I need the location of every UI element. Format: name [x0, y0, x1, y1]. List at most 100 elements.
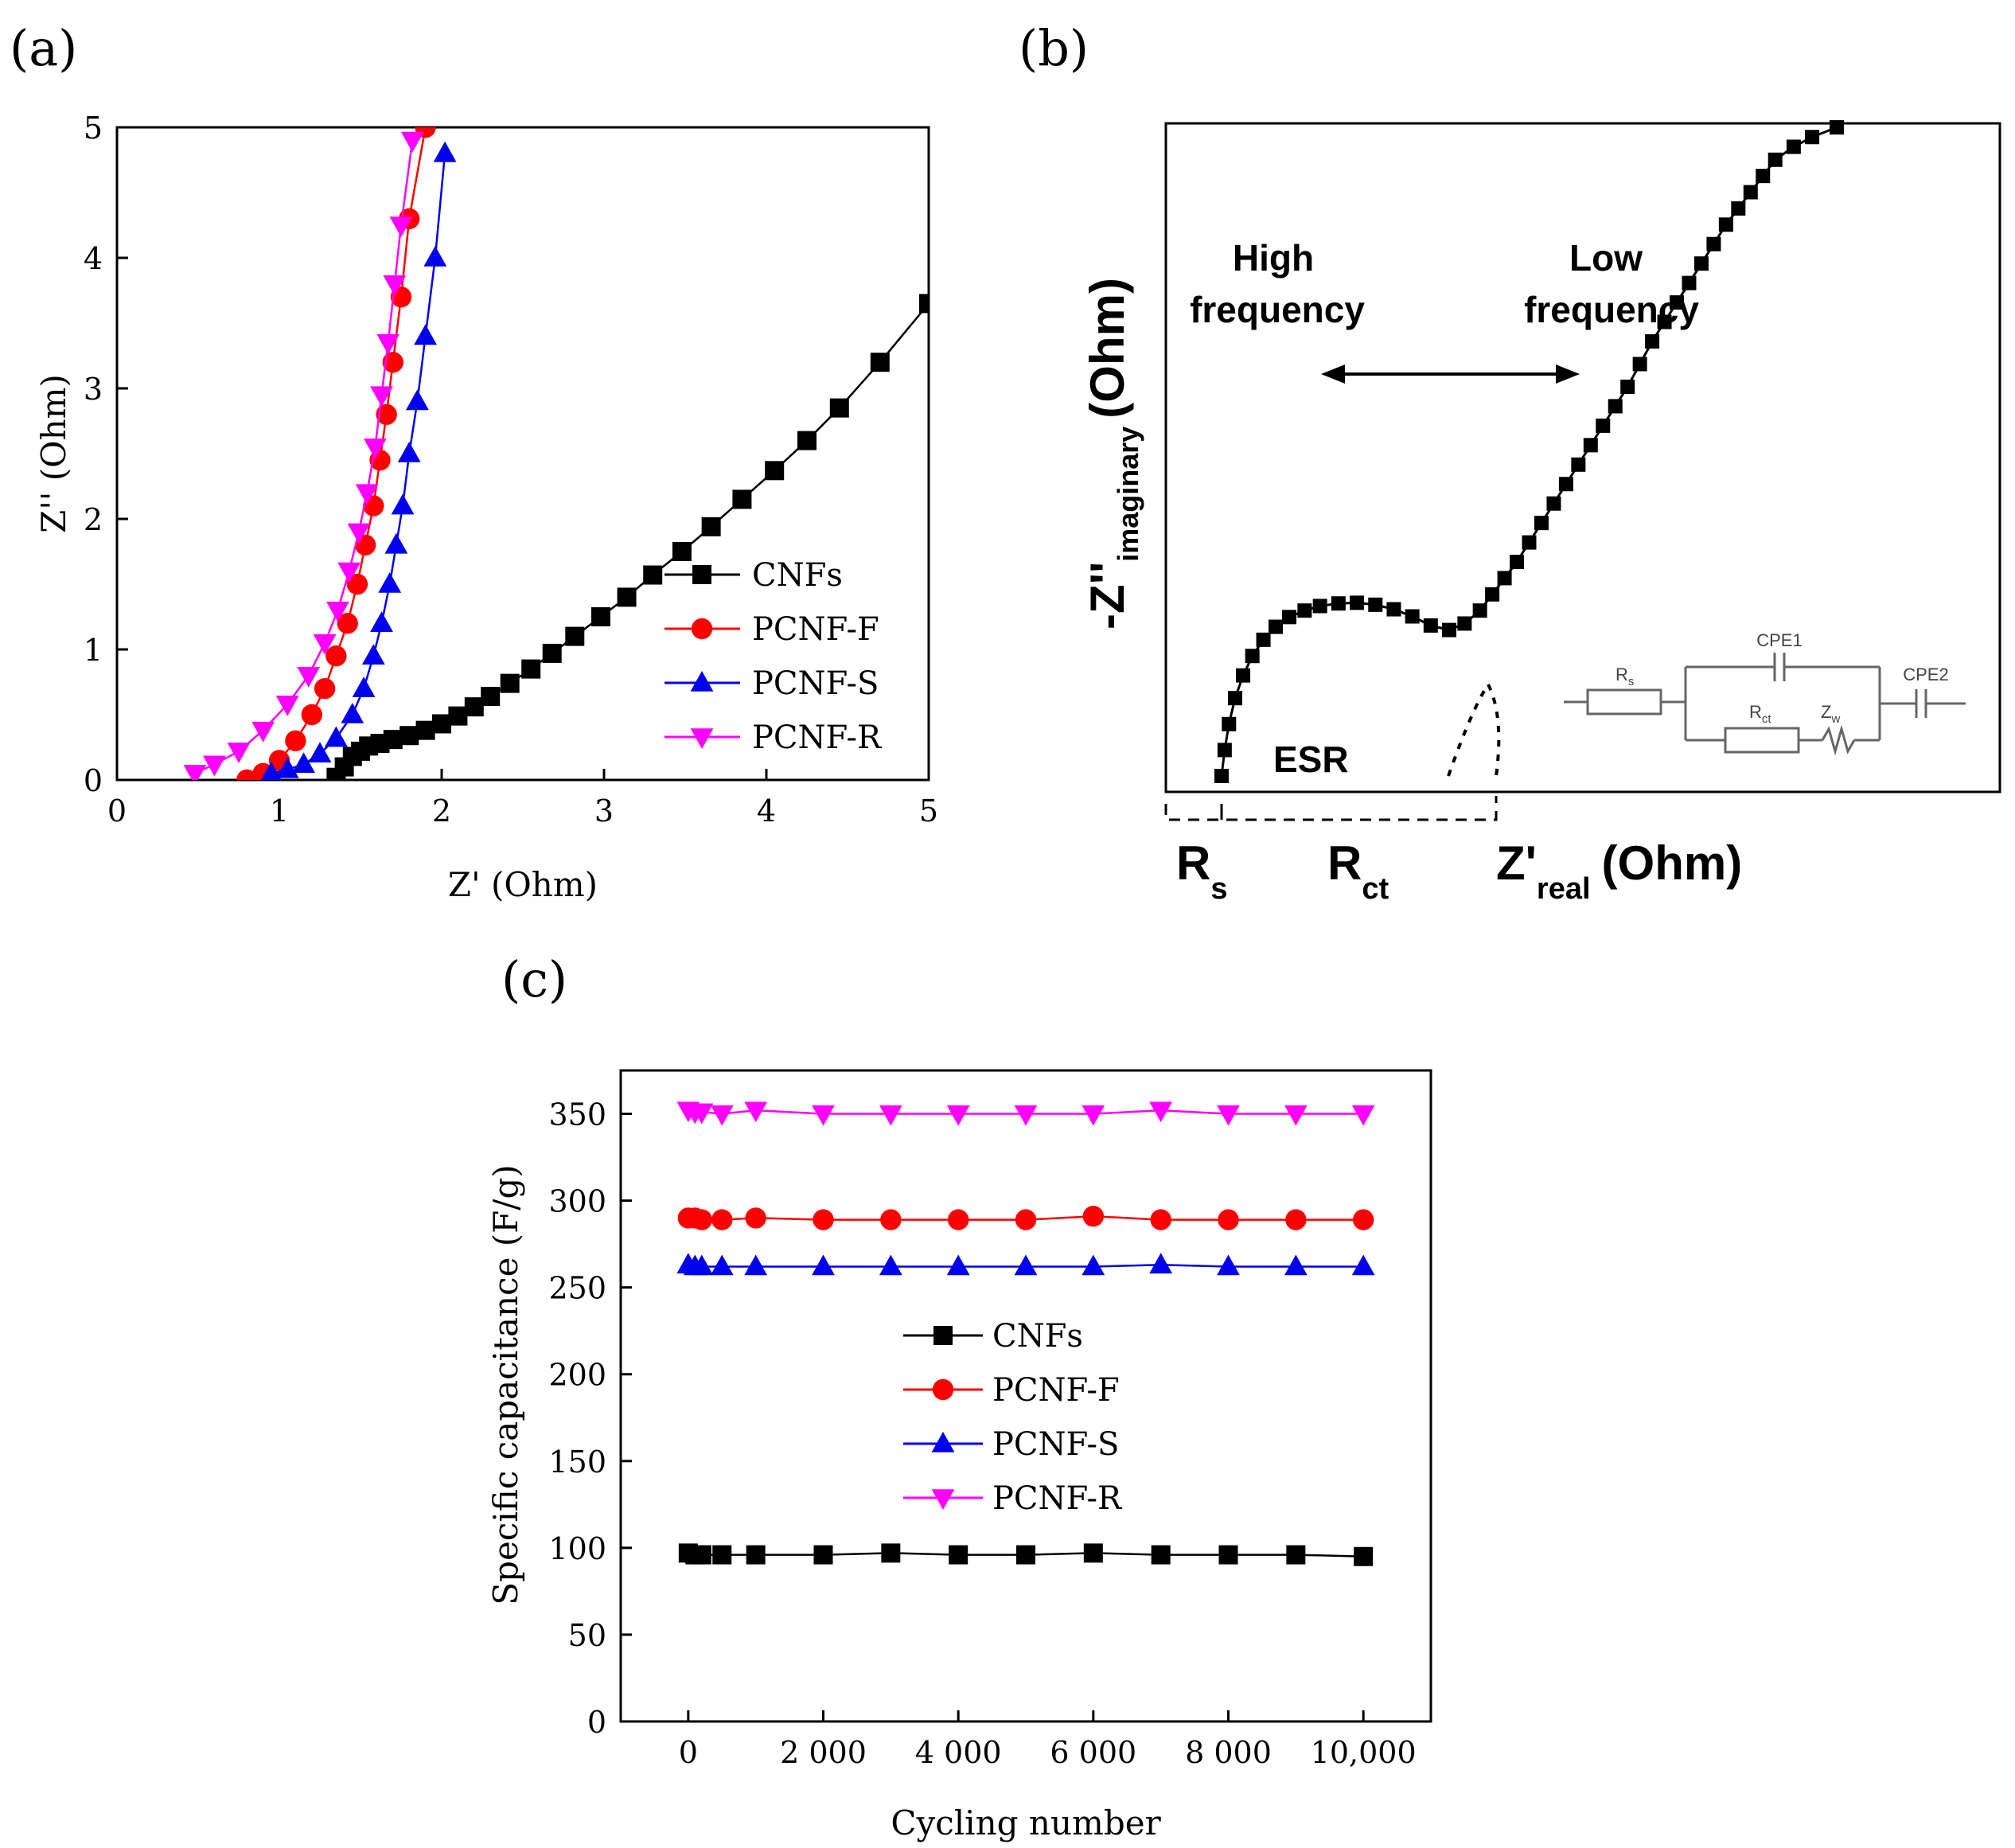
- data-point-PCNF-S: [384, 532, 408, 554]
- data-point-PCNF-R: [337, 562, 361, 583]
- nyquist-point: [1768, 152, 1783, 167]
- panel-label-b: (b): [1019, 19, 1089, 77]
- data-point-PCNF-F: [236, 769, 258, 780]
- panel-c-xtick-label: 0: [679, 1735, 698, 1770]
- nyquist-point: [1731, 201, 1746, 216]
- data-point-CNFs: [797, 431, 817, 450]
- data-point-PCNF-S: [378, 572, 402, 593]
- data-point-PCNF-S: [391, 493, 415, 515]
- data-point-PCNF-F: [337, 613, 358, 634]
- data-point-CNFs: [692, 1545, 711, 1565]
- data-point-PCNF-R: [1351, 1105, 1375, 1126]
- data-point-PCNF-S: [292, 752, 315, 774]
- legend-marker-PCNF-S: [690, 671, 714, 692]
- nyquist-point: [1786, 139, 1801, 154]
- nyquist-point: [1405, 609, 1420, 624]
- data-point-PCNF-S: [1217, 1254, 1240, 1276]
- nyquist-point: [1546, 496, 1561, 511]
- data-point-PCNF-S: [370, 611, 393, 632]
- panel-a-ytick-label: 1: [84, 633, 103, 668]
- legend-label-PCNF-S: PCNF-S: [752, 665, 879, 702]
- high-frequency-line2: frequency: [1190, 289, 1365, 330]
- panel-a-xtick-label: 4: [757, 793, 776, 828]
- nyquist-point: [1670, 295, 1685, 310]
- panel-b-ylabel-sub: imaginary: [1112, 427, 1144, 562]
- nyquist-point: [1718, 217, 1733, 232]
- circuit-cpe1-label: CPE1: [1756, 630, 1802, 650]
- data-point-PCNF-R: [690, 1103, 714, 1125]
- data-point-CNFs: [415, 720, 435, 740]
- data-point-PCNF-R: [1014, 1105, 1038, 1126]
- panel-a-axes: 0 1 2 3 4 5 0 1 2 3 4 5: [84, 111, 938, 828]
- data-point-PCNF-S: [260, 761, 282, 780]
- panel-c-axes: 0 2 000 4 000 6 000 8 000 10,000 0 50 100 150 200 2…: [548, 1097, 1416, 1770]
- nyquist-point: [1706, 236, 1721, 251]
- legend-label-PCNF-S: PCNF-S: [992, 1426, 1119, 1463]
- nyquist-point: [1596, 418, 1611, 433]
- panel-c-ytick-label: 50: [568, 1618, 606, 1653]
- data-point-CNFs: [617, 587, 637, 607]
- circuit-rct-label: Rct: [1749, 702, 1771, 726]
- panel-c-legend: CNFs PCNF-F PCNF-S PCNF-R: [903, 1318, 1123, 1517]
- data-point-PCNF-S: [690, 1254, 714, 1276]
- nyquist-point: [1312, 598, 1327, 614]
- nyquist-point: [1534, 516, 1549, 531]
- panel-a-ytick-label: 4: [84, 241, 103, 276]
- panel-c-xtick-label: 10,000: [1311, 1735, 1417, 1770]
- panel-b-ylabel-unit: (Ohm): [1081, 278, 1134, 419]
- panel-a-series: [183, 127, 929, 780]
- data-point-PCNF-S: [341, 703, 364, 723]
- legend-label-CNFs: CNFs: [752, 557, 843, 594]
- panel-c-xtick-label: 2 000: [780, 1735, 867, 1770]
- data-point-PCNF-S: [1082, 1254, 1105, 1276]
- data-point-CNFs: [542, 643, 562, 663]
- equivalent-circuit: [1564, 653, 1966, 756]
- data-point-PCNF-S: [744, 1254, 768, 1276]
- rct-label: Rct: [1327, 836, 1389, 906]
- data-point-CNFs: [712, 1545, 732, 1565]
- data-point-PCNF-S: [352, 676, 376, 697]
- panel-c-xlabel: Cycling number: [891, 1803, 1161, 1842]
- panel-a-xtick-label: 0: [107, 793, 127, 828]
- circuit-rs-resistor: [1586, 688, 1662, 715]
- panel-c-ytick-label: 300: [548, 1184, 606, 1219]
- data-point-PCNF-S: [275, 757, 299, 778]
- data-point-PCNF-S: [946, 1254, 970, 1276]
- panel-c-ytick-label: 0: [587, 1705, 606, 1740]
- circuit-cpe2-label: CPE2: [1903, 665, 1948, 684]
- panel-c-ytick-label: 150: [548, 1444, 606, 1480]
- data-point-PCNF-F: [346, 573, 368, 595]
- data-point-PCNF-R: [370, 386, 393, 407]
- data-point-PCNF-R: [383, 275, 407, 296]
- data-point-PCNF-R: [376, 333, 400, 355]
- data-point-CNFs: [565, 626, 585, 646]
- panel-a-xtick-label: 5: [919, 793, 938, 828]
- circuit-rct-resistor: [1724, 727, 1800, 754]
- data-point-PCNF-R: [183, 765, 207, 780]
- legend-marker-PCNF-S: [931, 1432, 955, 1452]
- circuit-zw-label: Zw: [1821, 702, 1840, 726]
- nyquist-point: [1228, 691, 1243, 706]
- legend-marker-PCNF-R: [931, 1489, 955, 1510]
- data-point-CNFs: [643, 565, 663, 585]
- legend-label-PCNF-F: PCNF-F: [992, 1372, 1120, 1409]
- high-frequency-line1: High: [1233, 237, 1314, 279]
- nyquist-point: [1558, 477, 1573, 492]
- nyquist-point: [1214, 769, 1229, 783]
- nyquist-point: [1830, 120, 1844, 135]
- panel-a-ytick-label: 5: [84, 111, 103, 146]
- panel-c-ytick-label: 350: [548, 1097, 606, 1133]
- panel-a-ytick-label: 2: [84, 502, 103, 537]
- data-point-CNFs: [949, 1545, 969, 1565]
- panel-a-xtick-label: 2: [432, 793, 451, 828]
- data-point-CNFs: [701, 517, 721, 536]
- circuit-warburg: [1821, 724, 1856, 756]
- nyquist-point: [1472, 603, 1487, 618]
- nyquist-point: [1693, 256, 1709, 271]
- panel-c-ytick-label: 250: [548, 1271, 606, 1306]
- panel-c-ytick-label: 100: [548, 1531, 606, 1566]
- series-PCNF-R: [183, 131, 424, 780]
- data-point-PCNF-S: [1284, 1254, 1308, 1276]
- data-point-CNFs: [1083, 1543, 1103, 1563]
- circuit-rs-label: Rs: [1616, 665, 1634, 688]
